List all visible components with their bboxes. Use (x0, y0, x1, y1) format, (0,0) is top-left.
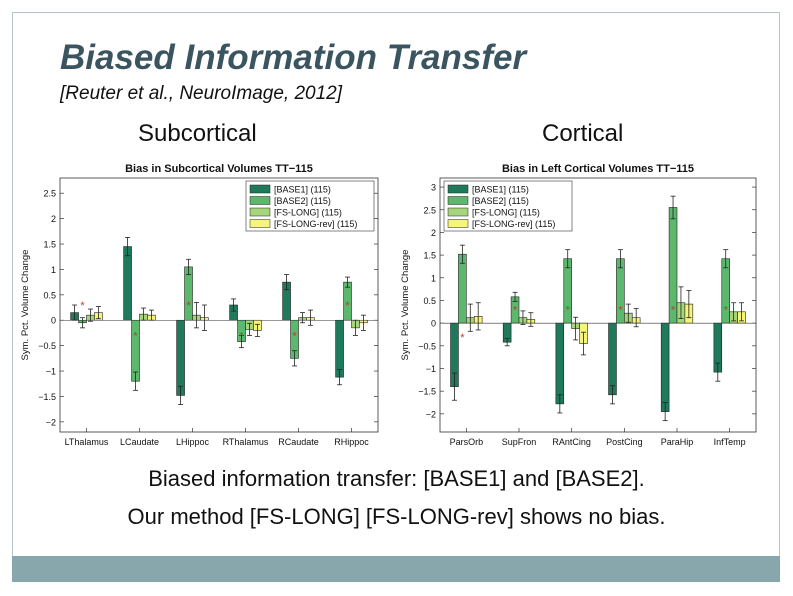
bar-3-0 (608, 322, 617, 396)
bar-4-0 (660, 322, 670, 412)
y-axis-label: Sym. Pct. Volume Change (20, 250, 31, 361)
y-tick-label: 2 (51, 214, 56, 224)
x-tick-label: InfTemp (714, 437, 746, 447)
x-tick-label: RAntCing (552, 437, 591, 447)
marker-star: * (671, 305, 676, 317)
legend-swatch-2 (447, 207, 469, 217)
chart-title: Bias in Left Cortical Volumes TT−115 (502, 163, 694, 175)
legend-swatch-1 (447, 196, 469, 205)
marker-star: * (239, 330, 244, 342)
legend-label-3: [FS-LONG-rev] (115) (274, 219, 357, 229)
y-tick-label: 2.5 (43, 189, 56, 199)
y-tick-label: 2.5 (423, 205, 436, 215)
legend-swatch-3 (447, 219, 469, 228)
chart-title: Bias in Subcortical Volumes TT−115 (125, 163, 313, 175)
bar-2-0 (176, 319, 185, 396)
legend-label-0: [BASE1] (115) (472, 185, 529, 195)
bar-0-1 (458, 253, 467, 324)
y-tick-label: 0.5 (43, 290, 56, 300)
y-tick-label: −2 (426, 409, 436, 419)
legend-label-1: [BASE2] (115) (472, 196, 529, 206)
marker-star: * (618, 305, 623, 317)
legend-swatch-2 (249, 207, 271, 217)
y-tick-label: −0.5 (418, 341, 436, 351)
y-tick-label: 2 (431, 228, 436, 238)
y-tick-label: 0 (431, 319, 436, 329)
y-tick-label: −1 (46, 367, 56, 377)
legend-swatch-3 (249, 219, 271, 228)
x-tick-label: PostCing (606, 437, 643, 447)
y-tick-label: 0.5 (423, 296, 436, 306)
y-tick-label: −1 (426, 364, 436, 374)
legend-swatch-1 (249, 196, 271, 205)
caption-line-2: Our method [FS-LONG] [FS-LONG-rev] shows… (127, 504, 666, 529)
marker-star: * (345, 300, 350, 312)
legend-swatch-0 (249, 184, 271, 194)
marker-star: * (566, 305, 571, 317)
x-tick-label: RThalamus (223, 437, 269, 447)
x-tick-label: ParsOrb (450, 437, 484, 447)
bar-2-0 (555, 322, 565, 405)
legend-swatch-0 (447, 184, 469, 194)
x-tick-label: ParaHip (661, 437, 694, 447)
y-tick-label: 3 (431, 183, 436, 193)
legend-label-1: [BASE2] (115) (274, 196, 331, 206)
marker-star: * (133, 330, 138, 342)
legend-label-3: [FS-LONG-rev] (115) (472, 219, 555, 229)
panel-label-cortical: Cortical (542, 120, 624, 147)
y-tick-label: −2 (46, 417, 56, 427)
marker-star: * (460, 332, 465, 344)
panel-label-subcortical: Subcortical (138, 120, 257, 147)
legend-label-2: [FS-LONG] (115) (274, 208, 342, 218)
x-tick-label: LCaudate (120, 437, 159, 447)
y-tick-label: 1 (431, 273, 436, 283)
marker-star: * (724, 305, 729, 317)
x-tick-label: LThalamus (65, 437, 109, 447)
marker-star: * (186, 300, 191, 312)
chart-cortical: Bias in Left Cortical Volumes TT−115 −2 −1… (400, 163, 757, 447)
y-tick-label: 1 (51, 265, 56, 275)
footer-bar (12, 556, 780, 582)
marker-star: * (80, 300, 85, 312)
y-axis-label: Sym. Pct. Volume Change (400, 250, 411, 361)
y-tick-label: 1.5 (43, 240, 56, 250)
y-tick-label: −1.5 (418, 387, 436, 397)
legend-label-2: [FS-LONG] (115) (472, 208, 540, 218)
y-tick-label: 0 (51, 316, 56, 326)
y-tick-label: 1.5 (423, 251, 436, 261)
y-tick-label: −1.5 (38, 392, 56, 402)
x-tick-label: RCaudate (278, 437, 319, 447)
citation: [Reuter et al., NeuroImage, 2012] (60, 83, 342, 104)
x-tick-label: RHippoc (334, 437, 369, 447)
marker-star: * (513, 305, 518, 317)
marker-star: * (292, 330, 297, 342)
caption-line-1: Biased information transfer: [BASE1] and… (148, 466, 645, 491)
x-tick-label: SupFron (502, 437, 537, 447)
slide-title: Biased Information Transfer (60, 38, 527, 77)
x-tick-label: LHippoc (176, 437, 210, 447)
legend-label-0: [BASE1] (115) (274, 185, 331, 195)
bar-1-0 (123, 246, 132, 321)
y-tick-label: −0.5 (38, 341, 56, 351)
bar-5-0 (335, 319, 344, 378)
chart-subcortical: Bias in Subcortical Volumes TT−115 −2 −1.5… (20, 163, 379, 447)
